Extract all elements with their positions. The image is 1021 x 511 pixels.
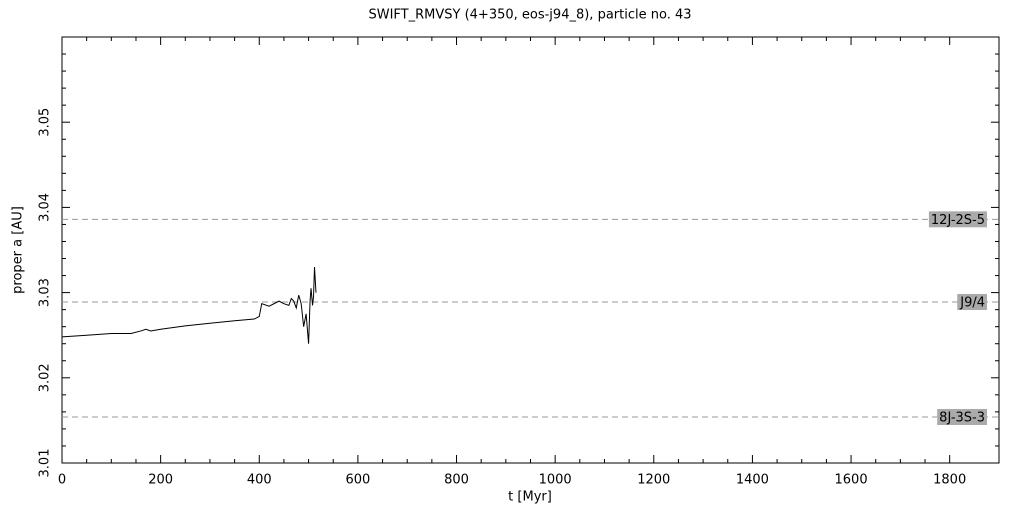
plot-frame	[61, 36, 1000, 464]
y-tick-label: 3.02	[38, 363, 53, 392]
x-tick-label: 1200	[637, 473, 670, 488]
x-tick-label: 0	[58, 473, 66, 488]
x-tick-label: 800	[444, 473, 469, 488]
x-tick-label: 1600	[835, 473, 868, 488]
resonance-label: 8J-3S-3	[939, 410, 985, 425]
resonance-label-bg	[928, 211, 987, 228]
resonance-label: 12J-2S-5	[931, 213, 985, 228]
resonance-label-bg	[957, 293, 987, 310]
data-line	[61, 267, 317, 344]
x-tick-label: 400	[247, 473, 272, 488]
x-axis-label: t [Myr]	[508, 490, 552, 505]
resonance-label-bg	[937, 408, 987, 425]
y-axis-label: proper a [AU]	[11, 206, 26, 294]
x-tick-label: 600	[345, 473, 370, 488]
x-tick-label: 1000	[539, 473, 572, 488]
x-tick-label: 1400	[736, 473, 769, 488]
chart-title: SWIFT_RMVSY (4+350, eos-j94_8), particle…	[368, 8, 691, 23]
y-tick-label: 3.04	[38, 193, 53, 222]
y-tick-label: 3.01	[38, 449, 53, 478]
x-tick-label: 1800	[933, 473, 966, 488]
x-tick-label: 200	[148, 473, 173, 488]
resonance-label: J9/4	[959, 295, 985, 310]
y-tick-label: 3.05	[38, 108, 53, 137]
y-tick-label: 3.03	[38, 278, 53, 307]
